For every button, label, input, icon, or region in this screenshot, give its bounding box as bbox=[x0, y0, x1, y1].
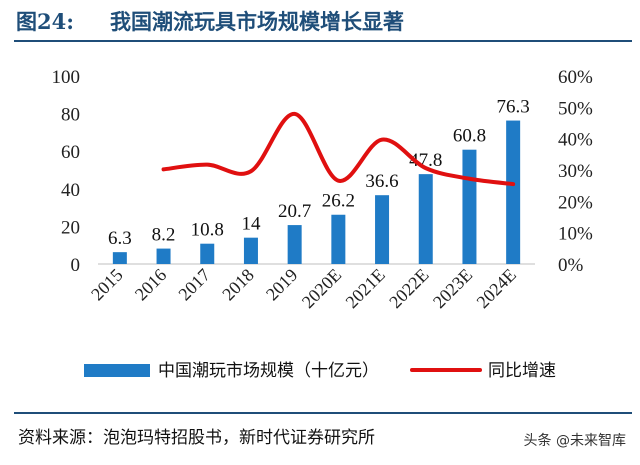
y-right-tick-label: 0% bbox=[558, 255, 584, 276]
bar-value-label: 47.8 bbox=[409, 150, 442, 171]
footer-divider bbox=[14, 412, 632, 414]
legend-bar-label: 中国潮玩市场规模（十亿元） bbox=[158, 361, 379, 380]
y-right-tick-label: 20% bbox=[558, 192, 593, 213]
y-left-tick-label: 40 bbox=[61, 180, 80, 201]
bar-value-label: 60.8 bbox=[453, 126, 486, 147]
x-tick-label: 2015 bbox=[87, 265, 127, 305]
watermark: 头条 @未来智库 bbox=[523, 433, 626, 449]
y-left-tick-label: 0 bbox=[71, 255, 81, 276]
bar-2018 bbox=[243, 237, 258, 264]
bar-2022E bbox=[418, 174, 433, 264]
x-tick-label: 2022E bbox=[385, 265, 432, 312]
legend-line-label: 同比增速 bbox=[488, 361, 556, 380]
bar-2021E bbox=[375, 195, 390, 264]
x-tick-label: 2023E bbox=[429, 265, 476, 312]
y-left-tick-label: 80 bbox=[61, 105, 80, 126]
bar-2017 bbox=[200, 243, 215, 264]
bar-2015 bbox=[112, 252, 127, 264]
bar-value-label: 76.3 bbox=[497, 97, 530, 118]
figure-header: 图24: 我国潮流玩具市场规模增长显著 bbox=[0, 0, 640, 40]
x-tick-label: 2016 bbox=[131, 265, 171, 305]
x-tick-label: 2017 bbox=[174, 265, 214, 305]
legend-bar-swatch bbox=[84, 364, 150, 377]
y-left-tick-label: 100 bbox=[52, 67, 81, 88]
bar-value-label: 14 bbox=[241, 214, 261, 235]
bar-2023E bbox=[462, 149, 477, 264]
source-note: 资料来源：泡泡玛特招股书，新时代证券研究所 bbox=[18, 428, 375, 448]
bar-value-label: 36.6 bbox=[365, 171, 398, 192]
x-tick-label: 2018 bbox=[218, 265, 258, 305]
x-tick-label: 2024E bbox=[473, 265, 520, 312]
growth-rate-line bbox=[161, 111, 516, 187]
y-left-tick-label: 60 bbox=[61, 142, 80, 163]
title-divider bbox=[14, 40, 632, 42]
y-right-tick-label: 40% bbox=[558, 130, 593, 151]
bar-value-label: 8.2 bbox=[152, 225, 176, 246]
chart: 0 20 40 60 80 100 0% 10% 20% 30% 40% 50% 60% 6.3 8.2 10… bbox=[52, 67, 594, 380]
figure-number: 图24: bbox=[16, 9, 74, 34]
x-tick-label: 2021E bbox=[342, 265, 389, 312]
bar-2020E bbox=[331, 214, 346, 264]
y-right-tick-label: 10% bbox=[558, 224, 593, 245]
bar-value-label: 6.3 bbox=[108, 228, 132, 249]
y-right-tick-label: 60% bbox=[558, 67, 593, 88]
bar-value-label: 26.2 bbox=[322, 191, 355, 212]
bar-2024E bbox=[506, 120, 521, 264]
y-left-tick-label: 20 bbox=[61, 217, 80, 238]
bar-2019 bbox=[287, 225, 302, 264]
bar-value-label: 10.8 bbox=[191, 220, 224, 241]
x-tick-label: 2019 bbox=[262, 265, 302, 305]
bar-value-label: 20.7 bbox=[278, 201, 311, 222]
y-right-tick-label: 50% bbox=[558, 98, 593, 119]
bar-2016 bbox=[156, 248, 171, 264]
y-right-tick-label: 30% bbox=[558, 161, 593, 182]
figure-title: 我国潮流玩具市场规模增长显著 bbox=[110, 10, 404, 34]
x-tick-label: 2020E bbox=[298, 265, 345, 312]
